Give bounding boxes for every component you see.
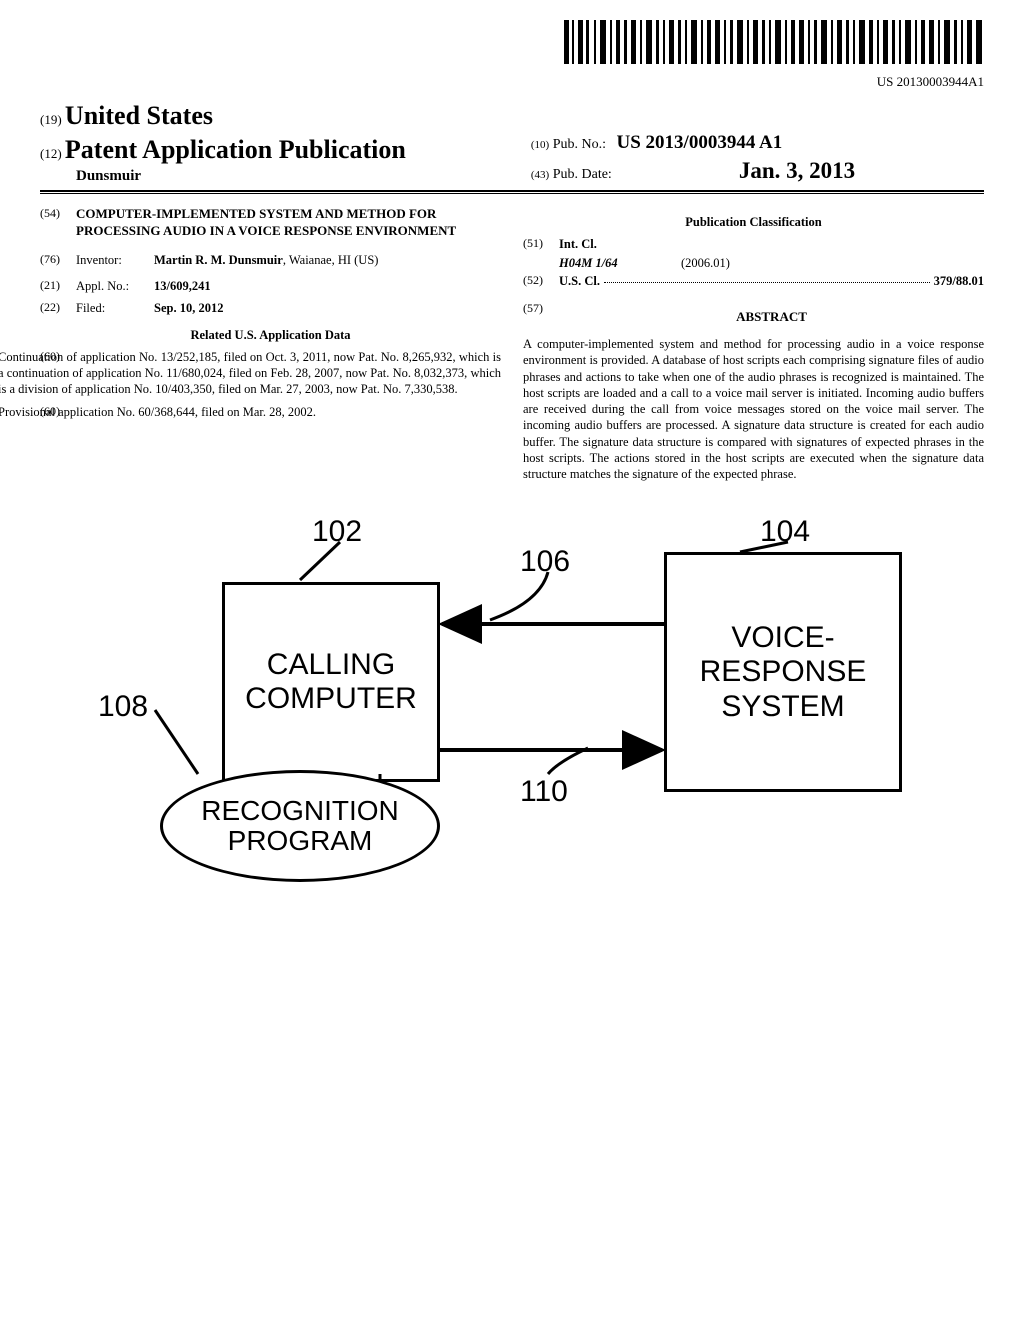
figure-ellipse-text: RECOGNITION PROGRAM <box>201 796 399 858</box>
uscl-label: U.S. Cl. <box>559 273 600 289</box>
pub-no-code: (10) <box>531 139 549 151</box>
body-columns: (54) COMPUTER-IMPLEMENTED SYSTEM AND MET… <box>40 206 984 482</box>
right-column: Publication Classification (51) Int. Cl.… <box>523 206 984 482</box>
left-column: (54) COMPUTER-IMPLEMENTED SYSTEM AND MET… <box>40 206 501 482</box>
appl-code: (21) <box>40 278 76 294</box>
classification-heading: Publication Classification <box>523 214 984 230</box>
prov-body: Provisional application No. 60/368,644, … <box>0 404 501 420</box>
header: (19) United States (12) Patent Applicati… <box>40 99 984 186</box>
intcl-key: H04M 1/64 <box>523 255 621 271</box>
appl-body: 13/609,241 <box>154 278 501 294</box>
appl-label: Appl. No.: <box>76 278 154 294</box>
barcode-block <box>40 20 984 70</box>
filed-label: Filed: <box>76 300 154 316</box>
pub-date-line: (43) Pub. Date: Jan. 3, 2013 <box>531 156 984 186</box>
barcode-number: US 20130003944A1 <box>40 74 984 91</box>
country-code: (19) <box>40 112 62 127</box>
pub-date-label: Pub. Date: <box>553 167 612 182</box>
cont-body: Continuation of application No. 13/252,1… <box>0 349 501 398</box>
intcl-code: (51) <box>523 236 559 252</box>
related-heading: Related U.S. Application Data <box>40 327 501 343</box>
filed-body: Sep. 10, 2012 <box>154 300 501 316</box>
fig-label-108: 108 <box>98 687 148 726</box>
title-code: (54) <box>40 206 76 240</box>
figure-ellipse-recognition: RECOGNITION PROGRAM <box>160 770 440 882</box>
pub-date: Jan. 3, 2013 <box>739 158 855 183</box>
invention-title: COMPUTER-IMPLEMENTED SYSTEM AND METHOD F… <box>76 206 501 240</box>
fig-label-110: 110 <box>520 772 568 811</box>
figure-1: 102 104 106 108 110 CALLING COMPUTER VOI… <box>40 512 984 952</box>
barcode-svg <box>564 20 984 64</box>
pub-date-code: (43) <box>531 169 549 181</box>
uscl-code: (52) <box>523 273 559 289</box>
abstract-code: (57) <box>523 301 559 332</box>
figure-box-right-text: VOICE- RESPONSE SYSTEM <box>700 621 867 725</box>
figure-box-left-text: CALLING COMPUTER <box>245 648 417 717</box>
intcl-label: Int. Cl. <box>559 236 597 252</box>
author: Dunsmuir <box>40 167 493 187</box>
fig-label-104: 104 <box>760 512 810 551</box>
pub-code: (12) <box>40 146 62 161</box>
uscl-val: 379/88.01 <box>934 273 984 289</box>
country-line: (19) United States <box>40 99 493 133</box>
fig-label-106: 106 <box>520 542 570 581</box>
figure-box-calling-computer: CALLING COMPUTER <box>222 582 440 782</box>
uscl-dots <box>604 273 930 283</box>
pub-no-line: (10) Pub. No.: US 2013/0003944 A1 <box>531 131 984 156</box>
figure-box-voice-response: VOICE- RESPONSE SYSTEM <box>664 552 902 792</box>
inventor-code: (76) <box>40 252 76 268</box>
country: United States <box>65 101 213 130</box>
pub-no-label: Pub. No.: <box>553 137 606 152</box>
intcl-val: (2006.01) <box>621 255 984 271</box>
abstract-heading: ABSTRACT <box>559 309 984 326</box>
pub-no: US 2013/0003944 A1 <box>617 132 783 153</box>
pub-type-line: (12) Patent Application Publication <box>40 133 493 167</box>
filed-code: (22) <box>40 300 76 316</box>
fig-label-102: 102 <box>312 512 362 551</box>
inventor-label: Inventor: <box>76 252 154 268</box>
inventor-body: Martin R. M. Dunsmuir, Waianae, HI (US) <box>154 252 501 268</box>
abstract-text: A computer-implemented system and method… <box>523 336 984 482</box>
pub-type: Patent Application Publication <box>65 135 406 164</box>
